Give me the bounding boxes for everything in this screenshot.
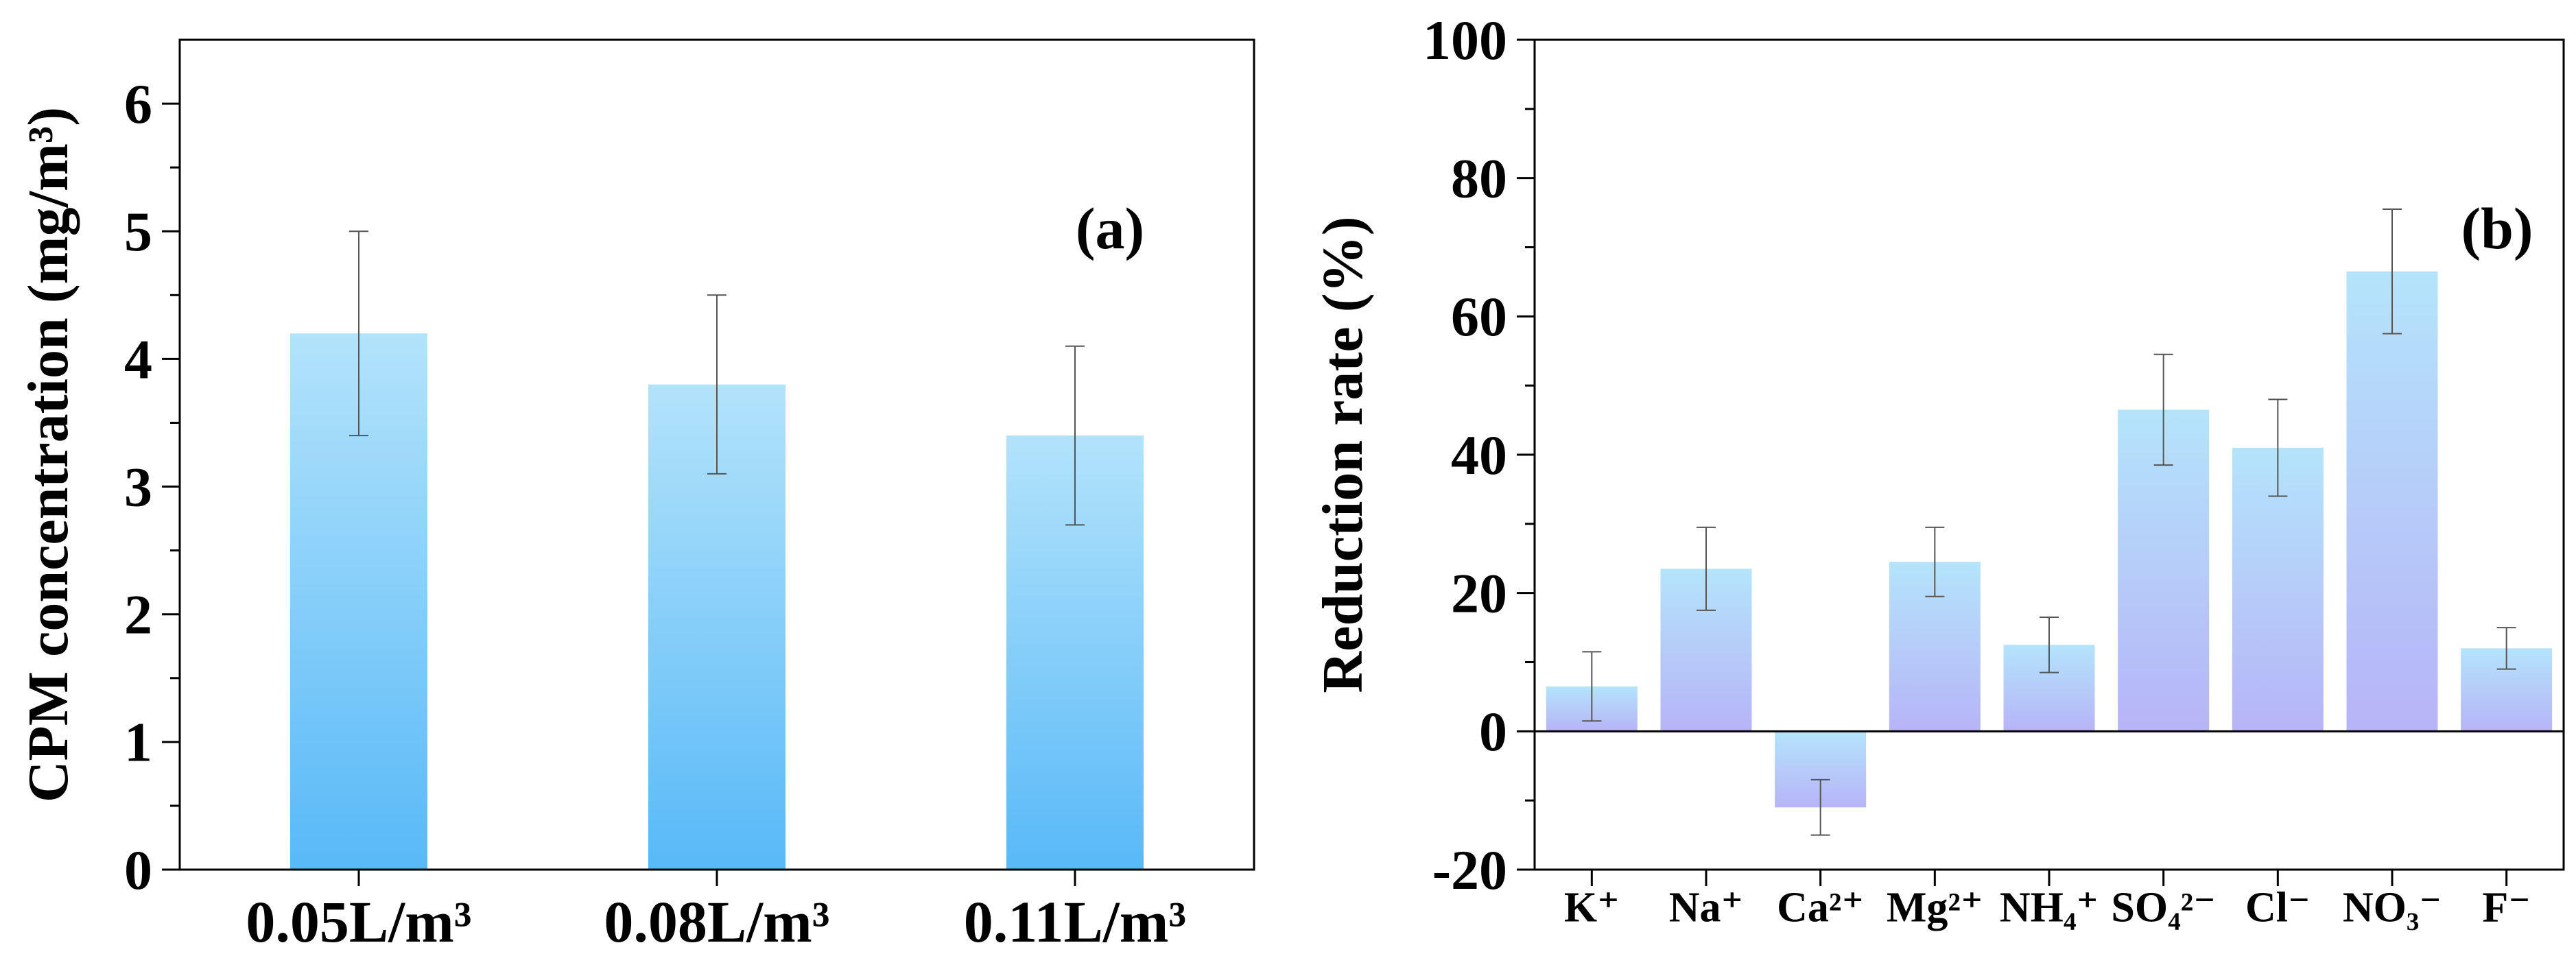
y-tick-label: 20 — [1451, 562, 1507, 625]
panel-label-a: (a) — [1076, 195, 1144, 261]
x-tick-label: Ca²⁺ — [1777, 885, 1864, 931]
panel-label-b: (b) — [2461, 195, 2533, 261]
bars-b — [1546, 271, 2553, 808]
y-axis-a: 0 1 2 3 4 5 6 — [124, 73, 180, 901]
y-tick-label: 6 — [124, 73, 152, 135]
x-tick-label: 0.05L/m³ — [246, 889, 471, 955]
x-tick-label: 0.11L/m³ — [964, 889, 1186, 955]
error-bars-b — [1582, 208, 2516, 836]
error-bars-a — [349, 230, 1085, 526]
y-tick-label: 100 — [1423, 9, 1507, 71]
x-tick-label: Cl⁻ — [2245, 885, 2311, 931]
y-axis-title-a: CPM concentration (mg/m³) — [16, 107, 80, 802]
y-axis-b: -20 0 20 40 60 80 100 — [1423, 9, 1535, 901]
y-tick-label: 1 — [124, 711, 152, 774]
y-axis-title-b: Reduction rate (%) — [1311, 216, 1375, 693]
chart-panel-b: -20 0 20 40 60 80 100 K⁺ Na⁺ Ca²⁺ Mg²⁺ NH₄⁺ SO₄²⁻ Cl… — [1311, 9, 2565, 931]
y-tick-label: 60 — [1451, 285, 1507, 348]
y-tick-label: 0 — [124, 839, 152, 901]
x-axis-b: K⁺ Na⁺ Ca²⁺ Mg²⁺ NH₄⁺ SO₄²⁻ Cl⁻ NO₃⁻ F⁻ — [1564, 870, 2531, 931]
y-tick-label: 80 — [1451, 147, 1507, 210]
y-tick-label: 5 — [124, 200, 152, 263]
x-tick-label: SO₄²⁻ — [2111, 885, 2216, 931]
y-tick-label: 3 — [124, 455, 152, 518]
x-tick-label: K⁺ — [1564, 885, 1620, 931]
y-tick-label: -20 — [1432, 839, 1507, 901]
y-tick-label: 0 — [1479, 700, 1507, 763]
bar — [2346, 271, 2438, 732]
x-tick-label: Na⁺ — [1669, 885, 1744, 931]
y-tick-label: 40 — [1451, 424, 1507, 486]
x-tick-label: F⁻ — [2482, 885, 2531, 931]
x-tick-label: 0.08L/m³ — [604, 889, 829, 955]
x-tick-label: NH₄⁺ — [2000, 885, 2099, 931]
y-tick-label: 2 — [124, 584, 152, 646]
x-axis-a: 0.05L/m³ 0.08L/m³ 0.11L/m³ — [246, 870, 1186, 955]
y-tick-label: 4 — [124, 328, 152, 390]
x-tick-label: NO₃⁻ — [2343, 885, 2442, 931]
chart-panel-a: 0 1 2 3 4 5 6 0.05L/m³ 0.08L/m³ 0.11L/m³ (a) CPM… — [16, 38, 1255, 955]
x-tick-label: Mg²⁺ — [1887, 885, 1983, 931]
